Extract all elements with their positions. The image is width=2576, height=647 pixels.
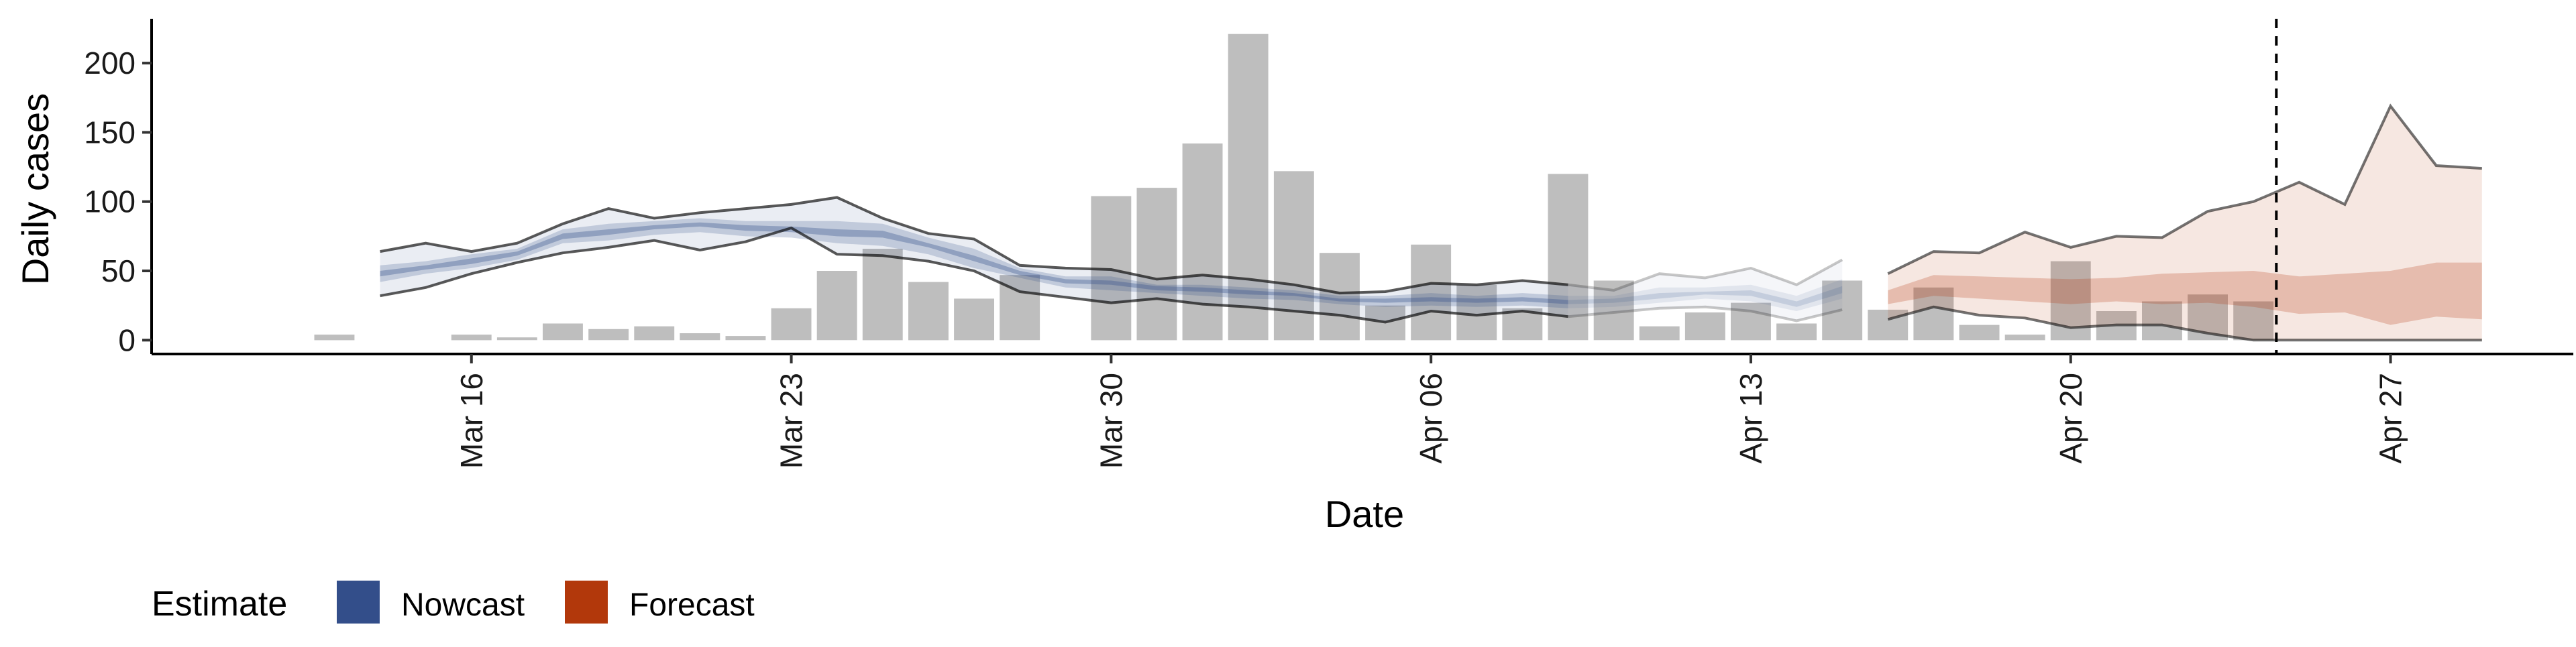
x-tick-label-apr-13: Apr 13 — [1733, 373, 1768, 464]
y-tick-label-100: 100 — [84, 184, 136, 219]
bar-2020-04-03 — [1273, 171, 1314, 341]
bar-2020-03-17 — [496, 337, 537, 341]
bound-lines-layer — [380, 103, 2482, 342]
bar-2020-03-16 — [451, 335, 492, 341]
x-tick-label-mar-23: Mar 23 — [774, 373, 809, 469]
nowcast-band-50-late — [1568, 279, 1843, 311]
bar-2020-04-24 — [2233, 301, 2274, 341]
forecast-upper-line — [1887, 103, 2482, 275]
bar-2020-04-18 — [1959, 325, 2000, 341]
bar-2020-04-06 — [1411, 244, 1452, 341]
nowcast-lower-line-late — [1568, 305, 1843, 322]
bar-2020-03-23 — [771, 308, 812, 341]
y-axis-title: Daily cases — [14, 93, 56, 285]
bar-2020-03-21 — [680, 333, 720, 341]
x-tick-label-mar-30: Mar 30 — [1093, 373, 1128, 469]
bar-2020-04-13 — [1731, 302, 1771, 341]
bar-2020-04-07 — [1456, 284, 1497, 341]
legend-key-forecast — [565, 581, 608, 624]
bar-2020-04-11 — [1639, 326, 1680, 341]
legend: Estimate Nowcast Forecast — [152, 581, 755, 624]
x-tick-label-mar-16: Mar 16 — [454, 373, 489, 469]
x-tick-label-apr-20: Apr 20 — [2053, 373, 2088, 464]
bars-layer — [314, 34, 2274, 341]
bar-2020-04-02 — [1228, 34, 1269, 341]
y-tick-label-200: 200 — [84, 46, 136, 80]
bar-2020-04-10 — [1593, 280, 1634, 341]
bar-2020-04-12 — [1684, 312, 1725, 341]
nowcast-upper-line-early — [380, 196, 1568, 295]
bar-2020-04-01 — [1182, 143, 1223, 341]
bar-2020-03-22 — [725, 336, 766, 341]
bar-2020-04-09 — [1548, 174, 1589, 341]
legend-title: Estimate — [152, 585, 287, 624]
bar-2020-03-31 — [1136, 188, 1177, 341]
bar-2020-03-26 — [908, 282, 949, 341]
x-axis-title: Date — [1325, 493, 1404, 535]
legend-key-nowcast — [337, 581, 380, 624]
forecast-band-90 — [1888, 106, 2482, 341]
bar-2020-03-24 — [816, 271, 857, 341]
forecast-lower-line — [1887, 305, 2482, 342]
bar-2020-04-15 — [1822, 280, 1863, 341]
bar-2020-03-18 — [543, 323, 583, 341]
bar-2020-04-17 — [1913, 287, 1954, 341]
y-tick-label-0: 0 — [118, 322, 136, 357]
y-tick-label-50: 50 — [101, 253, 136, 288]
nowcast-band-50-early — [380, 218, 1568, 308]
nowcast-band-90-early — [380, 197, 1568, 322]
bands-layer — [380, 106, 2482, 341]
nowcast-lower-line-early — [380, 226, 1568, 324]
bar-2020-03-27 — [954, 298, 994, 341]
nowcast-upper-line-late — [1568, 258, 1843, 292]
legend-label-nowcast: Nowcast — [401, 587, 525, 623]
bar-2020-03-25 — [862, 249, 903, 341]
legend-label-forecast: Forecast — [629, 587, 755, 623]
nowcast-band-90-late — [1568, 259, 1843, 321]
bar-2020-04-22 — [2142, 301, 2182, 341]
y-tick-label-150: 150 — [84, 115, 136, 150]
x-tick-label-apr-27: Apr 27 — [2373, 373, 2408, 464]
forecast-band-50 — [1888, 262, 2482, 325]
bar-2020-04-19 — [2004, 335, 2045, 341]
bar-2020-04-04 — [1320, 253, 1360, 341]
bar-2020-04-14 — [1776, 323, 1817, 341]
axes-layer: 0 50 100 150 200 Mar 16 Mar 23 Mar 30 Apr 06 Apr … — [84, 19, 2573, 469]
bar-2020-03-19 — [588, 329, 629, 341]
bar-2020-03-20 — [634, 326, 675, 341]
x-tick-label-apr-06: Apr 06 — [1413, 373, 1448, 464]
bar-2020-03-13 — [314, 335, 355, 341]
